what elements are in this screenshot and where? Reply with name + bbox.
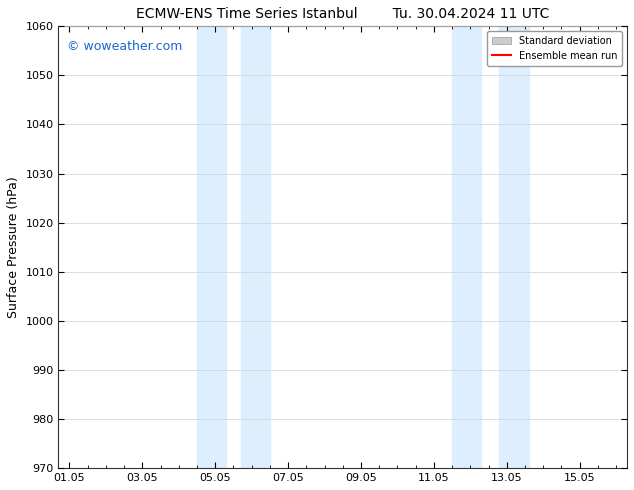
- Bar: [500, 26, 529, 468]
- Text: © woweather.com: © woweather.com: [67, 40, 183, 52]
- Y-axis label: Surface Pressure (hPa): Surface Pressure (hPa): [7, 176, 20, 318]
- Title: ECMW-ENS Time Series Istanbul        Tu. 30.04.2024 11 UTC: ECMW-ENS Time Series Istanbul Tu. 30.04.…: [136, 7, 550, 21]
- Bar: [241, 26, 270, 468]
- Bar: [452, 26, 481, 468]
- Bar: [197, 26, 226, 468]
- Legend: Standard deviation, Ensemble mean run: Standard deviation, Ensemble mean run: [487, 31, 622, 66]
